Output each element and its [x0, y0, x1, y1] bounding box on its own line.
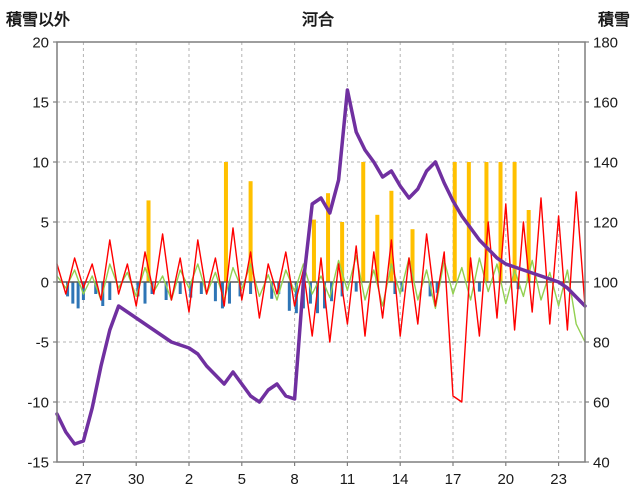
yellow-bars-bar [361, 162, 366, 282]
yellow-bars-bar [512, 162, 517, 282]
left-axis-tick-label: 20 [32, 34, 49, 51]
x-axis-tick-label: 8 [290, 471, 298, 488]
blue-bars-bar [354, 282, 358, 292]
yellow-bars-bar [146, 200, 151, 282]
x-axis-tick-label: 20 [497, 471, 514, 488]
x-axis-tick-label: 30 [128, 471, 145, 488]
yellow-bars-bar [389, 190, 394, 282]
x-axis-tick-label: 11 [340, 471, 356, 488]
yellow-bars-bar [326, 193, 331, 282]
blue-bars-bar [76, 282, 80, 309]
yellow-bars-bar [248, 181, 253, 282]
blue-bars-bar [189, 282, 193, 298]
chart-title: 河合 [301, 12, 334, 29]
yellow-bars-bar [410, 229, 415, 282]
blue-bars-bar [477, 282, 481, 292]
blue-bars-bar [435, 282, 439, 293]
yellow-bars-bar [484, 162, 489, 282]
x-axis-tick-label: 23 [550, 471, 567, 488]
right-axis-tick-label: 60 [593, 394, 610, 411]
left-axis-tick-label: -15 [27, 454, 49, 471]
blue-bars-bar [227, 282, 231, 304]
right-axis-tick-label: 80 [593, 334, 610, 351]
x-axis-tick-label: 2 [185, 471, 193, 488]
blue-bars-bar [213, 282, 217, 302]
purple-snow-depth-line [55, 88, 587, 446]
blue-bars-bar [393, 282, 397, 294]
yellow-bars-bar [375, 214, 380, 282]
blue-bars-bar [199, 282, 203, 294]
blue-bars-bar [287, 282, 291, 311]
left-axis-tick-label: -5 [36, 334, 49, 351]
yellow-bars-bar [452, 162, 457, 282]
blue-bars-bar [81, 282, 85, 300]
blue-bars-bar [428, 282, 432, 297]
right-axis-tick-label: 180 [593, 34, 618, 51]
blue-bars-bar [108, 282, 112, 300]
left-axis-tick-label: 5 [41, 214, 49, 231]
x-axis-tick-label: 14 [392, 471, 409, 488]
left-axis-tick-label: 10 [32, 154, 49, 171]
yellow-bars-bar [466, 162, 471, 282]
right-axis-tick-label: 160 [593, 94, 618, 111]
blue-bars-bar [71, 282, 75, 304]
yellow-bars-bar [223, 162, 228, 282]
left-axis-tick-label: 0 [41, 274, 49, 291]
blue-bars-bar [164, 282, 168, 300]
x-axis-tick-label: 5 [238, 471, 246, 488]
right-axis-tick-label: 100 [593, 274, 618, 291]
blue-bars-bar [178, 282, 182, 294]
yellow-bars-bar [311, 219, 316, 282]
right-axis-tick-label: 40 [593, 454, 610, 471]
blue-bars-bar [94, 282, 98, 294]
blue-bars-bar [249, 282, 253, 294]
red-line [56, 191, 586, 403]
right-axis-title: 積雪 [597, 12, 630, 29]
yellow-bars-bar [498, 162, 503, 282]
blue-bars-bar [270, 282, 274, 299]
yellow-bars-bar [340, 222, 345, 282]
blue-bars-bar [143, 282, 147, 304]
x-axis-tick-label: 17 [445, 471, 462, 488]
yellow-bars-bar [526, 210, 531, 282]
blue-bars-bar [308, 282, 312, 304]
left-axis-tick-label: -10 [27, 394, 49, 411]
right-axis-tick-label: 140 [593, 154, 618, 171]
blue-bars-bar [315, 282, 319, 314]
right-axis-tick-label: 120 [593, 214, 618, 231]
plot-border [56, 41, 586, 463]
left-axis-title: 積雪以外 [6, 12, 71, 29]
left-axis-tick-label: 15 [32, 94, 49, 111]
green-line [56, 254, 586, 343]
x-axis-tick-label: 27 [75, 471, 92, 488]
